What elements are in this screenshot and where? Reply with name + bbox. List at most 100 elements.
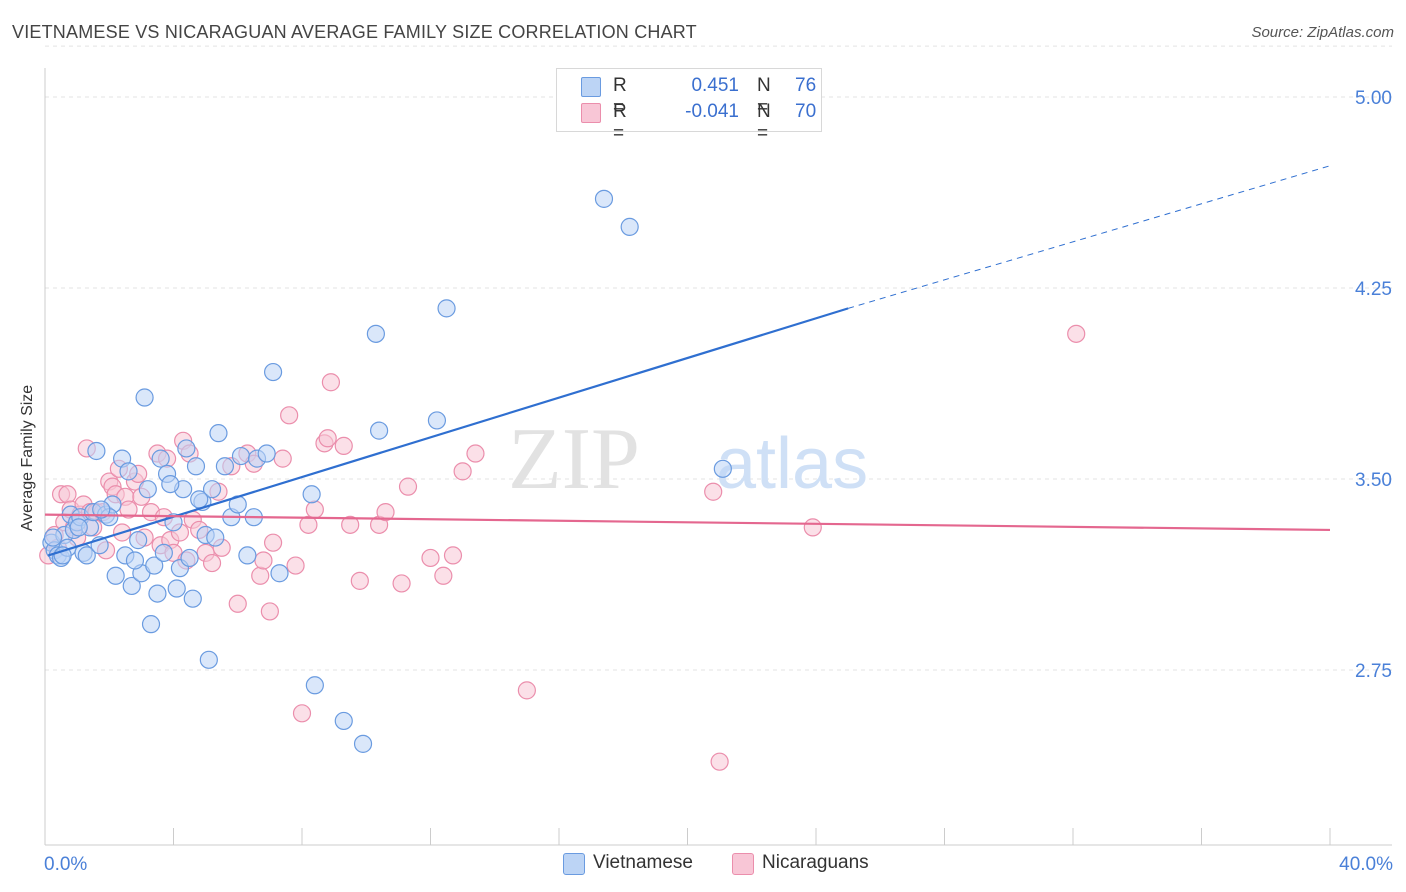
nicaraguans-point bbox=[202, 553, 222, 573]
nicaraguans-point bbox=[119, 500, 138, 519]
vietnamese-trend-extension bbox=[847, 165, 1331, 309]
vietnamese-point bbox=[92, 500, 111, 519]
nicaraguans-point bbox=[318, 429, 337, 448]
nicaraguans-point bbox=[350, 571, 369, 590]
vietnamese-point bbox=[302, 485, 321, 504]
vietnamese-point bbox=[206, 528, 225, 547]
vietnamese-point bbox=[141, 615, 161, 634]
vietnamese-point bbox=[148, 584, 167, 603]
n-label: N = bbox=[757, 75, 771, 118]
vietnamese-point bbox=[122, 576, 141, 596]
nicaraguans-point bbox=[443, 546, 463, 565]
blue-swatch-icon bbox=[581, 77, 601, 97]
nicaraguans-points bbox=[39, 324, 1086, 771]
nicaraguans-point bbox=[1067, 324, 1086, 343]
nicaraguans-point bbox=[434, 566, 453, 585]
vietnamese-point bbox=[231, 446, 251, 466]
source-credit: Source: ZipAtlas.com bbox=[1251, 24, 1394, 41]
vietnamese-point bbox=[209, 424, 228, 443]
nicaraguans-point bbox=[421, 548, 440, 568]
vietnamese-point bbox=[353, 734, 373, 753]
trend-lines bbox=[44, 165, 1331, 557]
nicaraguans-point bbox=[392, 574, 411, 593]
r-label: R = bbox=[613, 75, 627, 118]
nicaraguans-point bbox=[251, 566, 270, 585]
vietnamese-point bbox=[183, 589, 202, 608]
chart-title: VIETNAMESE VS NICARAGUAN AVERAGE FAMILY … bbox=[12, 22, 697, 42]
y-tick-label: 3.50 bbox=[1355, 470, 1392, 491]
vietnamese-point bbox=[135, 388, 154, 407]
nicaraguans-point bbox=[260, 602, 279, 621]
vietnamese-point bbox=[437, 299, 456, 318]
x-tick-label-min: 0.0% bbox=[44, 854, 87, 875]
n-value: 70 bbox=[795, 101, 817, 122]
nicaraguans-point bbox=[273, 449, 292, 468]
vietnamese-point bbox=[238, 546, 257, 565]
vietnamese-point bbox=[202, 480, 222, 499]
nicaraguans-point bbox=[376, 503, 395, 522]
nicaraguans-point bbox=[254, 551, 273, 570]
nicaraguans-point bbox=[286, 556, 305, 575]
nicaraguans-point bbox=[292, 704, 312, 723]
vietnamese-point bbox=[334, 711, 353, 731]
vietnamese-point bbox=[154, 543, 173, 562]
vietnamese-point bbox=[257, 444, 276, 463]
r-value: 0.451 bbox=[691, 75, 739, 96]
nicaraguans-point bbox=[341, 515, 360, 534]
vietnamese-point bbox=[69, 518, 88, 537]
legend-label: Vietnamese bbox=[593, 852, 693, 873]
vietnamese-point bbox=[594, 189, 614, 208]
nicaraguans-point bbox=[398, 477, 418, 496]
nicaraguans-point bbox=[710, 752, 729, 771]
watermark-zip: ZIP bbox=[508, 411, 640, 508]
y-tick-label: 2.75 bbox=[1355, 661, 1392, 682]
vietnamese-point bbox=[145, 556, 164, 575]
vietnamese-point bbox=[138, 480, 157, 499]
nicaraguans-point bbox=[453, 462, 472, 481]
vietnamese-point bbox=[427, 411, 447, 430]
pink-swatch-icon bbox=[732, 853, 754, 875]
vietnamese-point bbox=[125, 551, 145, 570]
vietnamese-point bbox=[620, 217, 639, 236]
vietnamese-point bbox=[43, 528, 63, 547]
vietnamese-point bbox=[370, 421, 389, 440]
nicaraguans-trend-line bbox=[44, 513, 1331, 532]
nicaraguans-point bbox=[321, 373, 341, 392]
legend-label: Nicaraguans bbox=[762, 852, 869, 873]
n-value: 76 bbox=[795, 75, 817, 96]
nicaraguans-point bbox=[305, 500, 324, 519]
vietnamese-point bbox=[263, 362, 283, 382]
x-tick-label-max: 40.0% bbox=[1339, 854, 1393, 875]
y-tick-label: 4.25 bbox=[1355, 279, 1392, 300]
nicaraguans-point bbox=[299, 515, 318, 534]
vietnamese-trend-line bbox=[47, 307, 849, 557]
vietnamese-point bbox=[129, 531, 148, 550]
vietnamese-point bbox=[366, 324, 385, 343]
vietnamese-point bbox=[186, 457, 206, 476]
vietnamese-point bbox=[161, 474, 180, 494]
nicaraguans-point bbox=[280, 406, 299, 425]
nicaraguans-point bbox=[263, 533, 283, 552]
r-label: R = bbox=[613, 101, 627, 144]
vietnamese-point bbox=[177, 439, 196, 458]
vietnamese-point bbox=[77, 546, 96, 565]
y-tick-label: 5.00 bbox=[1355, 88, 1392, 109]
nicaraguans-point bbox=[228, 594, 247, 613]
r-value: -0.041 bbox=[685, 101, 739, 122]
watermark: ZIP atlas bbox=[508, 411, 868, 508]
vietnamese-point bbox=[305, 676, 324, 695]
blue-swatch-icon bbox=[563, 853, 585, 875]
vietnamese-point bbox=[199, 650, 218, 669]
vietnamese-point bbox=[119, 462, 138, 481]
vietnamese-point bbox=[167, 579, 186, 598]
vietnamese-point bbox=[87, 441, 106, 461]
pink-swatch-icon bbox=[581, 103, 601, 123]
vietnamese-point bbox=[190, 490, 209, 509]
watermark-atlas: atlas bbox=[716, 424, 868, 504]
nicaraguans-point bbox=[517, 681, 536, 700]
vietnamese-point bbox=[106, 566, 125, 585]
gridlines bbox=[45, 45, 1392, 671]
vietnamese-point bbox=[270, 564, 289, 583]
vietnamese-point bbox=[215, 457, 234, 476]
